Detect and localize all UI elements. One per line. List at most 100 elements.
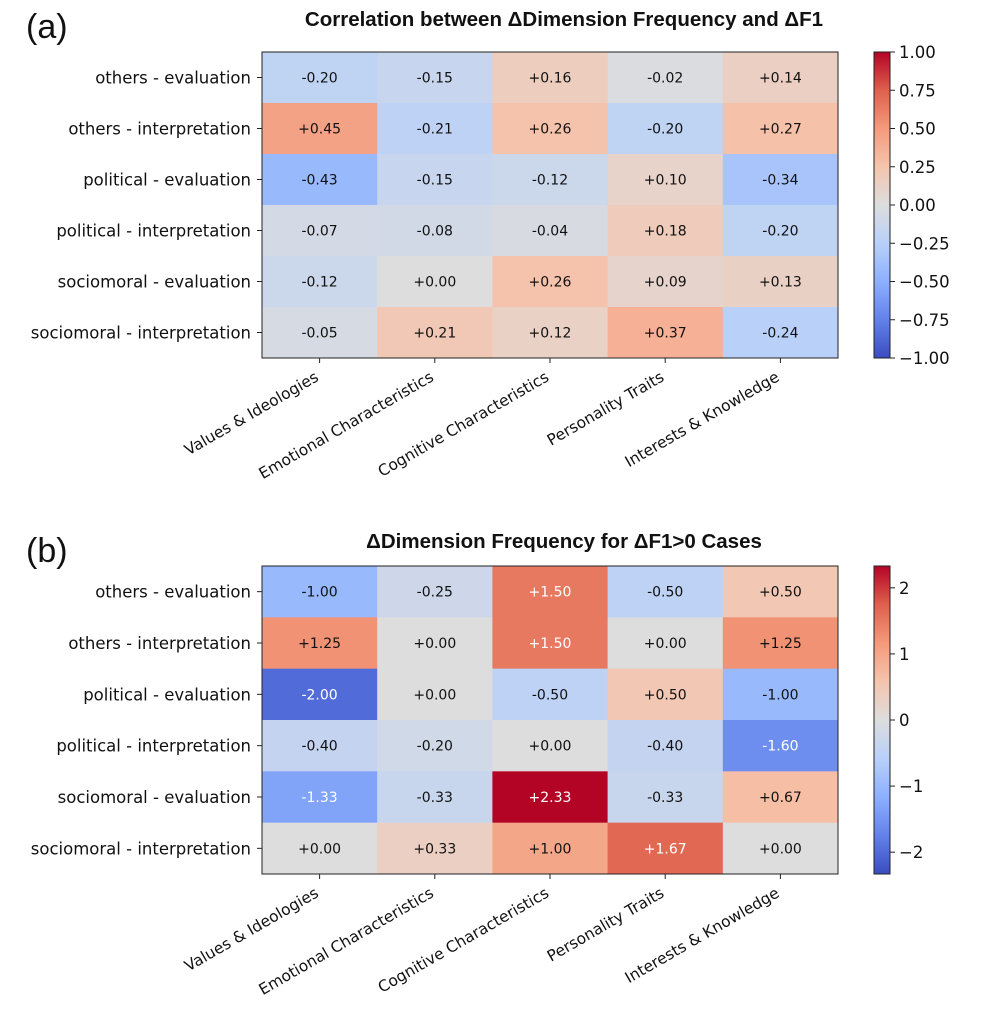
cell-value-label: +1.00 bbox=[529, 841, 572, 857]
cell-value-label: +0.00 bbox=[759, 841, 802, 857]
row-label: sociomoral - interpretation bbox=[31, 839, 251, 858]
panel-a-row-labels: others - evaluation others - interpretati… bbox=[31, 69, 262, 343]
cell-value-label: +0.00 bbox=[644, 636, 687, 652]
cell-value-label: +0.10 bbox=[644, 173, 687, 189]
cell-value-label: -2.00 bbox=[301, 687, 337, 703]
cell-value-label: -0.02 bbox=[647, 71, 683, 87]
cell-value-label: +1.50 bbox=[529, 585, 572, 601]
colorbar-tick-label: 1 bbox=[899, 645, 910, 664]
cell-value-label: +0.50 bbox=[759, 585, 802, 601]
heatmap-cell bbox=[262, 668, 378, 721]
heatmap-cell bbox=[607, 256, 724, 308]
cell-value-label: -0.33 bbox=[417, 790, 453, 806]
heatmap-cell bbox=[262, 103, 378, 155]
cell-value-label: +1.50 bbox=[529, 636, 572, 652]
heatmap-cell bbox=[262, 720, 378, 772]
row-label: others - interpretation bbox=[68, 634, 251, 653]
heatmap-cell bbox=[492, 256, 608, 308]
cell-value-label: -0.15 bbox=[417, 71, 453, 87]
cell-value-label: +0.00 bbox=[413, 636, 456, 652]
row-label: others - interpretation bbox=[68, 120, 251, 139]
cell-value-label: +0.50 bbox=[644, 687, 687, 703]
heatmap-cell bbox=[607, 52, 724, 104]
colorbar-tick-label: 0.00 bbox=[899, 196, 936, 215]
cell-value-label: -0.33 bbox=[647, 790, 683, 806]
panel-a-cells: -0.20 -0.15 +0.16 -0.02 +0.14 +0.45 -0.21 +0.26… bbox=[261, 51, 839, 359]
heatmap-cell bbox=[722, 103, 839, 155]
cell-value-label: -0.08 bbox=[417, 224, 453, 240]
heatmap-cell bbox=[492, 668, 608, 721]
heatmap-cell bbox=[262, 771, 378, 824]
heatmap-cell bbox=[607, 720, 724, 772]
cell-value-label: -0.34 bbox=[762, 173, 798, 189]
heatmap-cell bbox=[722, 617, 839, 670]
heatmap-cell bbox=[607, 822, 724, 875]
cell-value-label: +0.09 bbox=[644, 275, 687, 291]
row-label: political - evaluation bbox=[83, 685, 251, 704]
cell-value-label: -0.20 bbox=[301, 71, 337, 87]
heatmap-cell bbox=[722, 307, 839, 359]
panel-b-frequency-heatmap: (b) ΔDimension Frequency for ΔF1>0 Cases… bbox=[26, 530, 923, 999]
cell-value-label: -0.20 bbox=[762, 224, 798, 240]
cell-value-label: +0.00 bbox=[413, 687, 456, 703]
cell-value-label: +0.14 bbox=[759, 71, 802, 87]
heatmap-cell bbox=[492, 205, 608, 257]
cell-value-label: +0.00 bbox=[529, 739, 572, 755]
panel-a-correlation-heatmap: (a) Correlation between ΔDimension Frequ… bbox=[26, 8, 950, 483]
heatmap-cell bbox=[377, 256, 493, 308]
heatmap-cell bbox=[262, 566, 378, 618]
cell-value-label: -1.00 bbox=[762, 687, 798, 703]
heatmap-cell bbox=[377, 566, 493, 618]
heatmap-cell bbox=[377, 154, 493, 206]
colorbar-tick-label: −1 bbox=[899, 777, 923, 796]
cell-value-label: -0.50 bbox=[647, 585, 683, 601]
heatmap-cell bbox=[607, 617, 724, 670]
heatmap-cell bbox=[262, 154, 378, 206]
heatmap-cell bbox=[607, 154, 724, 206]
cell-value-label: +0.27 bbox=[759, 122, 802, 138]
cell-value-label: +1.25 bbox=[298, 636, 341, 652]
cell-value-label: -0.04 bbox=[532, 224, 568, 240]
heatmap-cell bbox=[262, 256, 378, 308]
cell-value-label: -0.20 bbox=[647, 122, 683, 138]
colorbar-tick-label: −1.00 bbox=[899, 349, 950, 368]
cell-value-label: -0.05 bbox=[301, 326, 337, 342]
heatmap-cell bbox=[377, 822, 493, 875]
row-label: others - evaluation bbox=[95, 583, 251, 602]
heatmap-cell bbox=[492, 154, 608, 206]
colorbar-tick-label: 0 bbox=[899, 711, 910, 730]
row-label: political - interpretation bbox=[56, 222, 251, 241]
heatmap-cell bbox=[722, 154, 839, 206]
column-label: Personality Traits bbox=[544, 884, 667, 966]
cell-value-label: -0.43 bbox=[301, 173, 337, 189]
heatmap-cell bbox=[262, 52, 378, 104]
heatmap-cell bbox=[722, 822, 839, 875]
cell-value-label: -0.40 bbox=[301, 739, 337, 755]
colorbar-tick-label: 0.75 bbox=[899, 81, 936, 100]
heatmap-cell bbox=[722, 720, 839, 772]
heatmap-cell bbox=[377, 668, 493, 721]
heatmap-cell bbox=[262, 205, 378, 257]
heatmap-cell bbox=[262, 617, 378, 670]
cell-value-label: +1.67 bbox=[644, 841, 687, 857]
panel-b-title: ΔDimension Frequency for ΔF1>0 Cases bbox=[366, 530, 762, 553]
panel-a-title: Correlation between ΔDimension Frequency… bbox=[305, 8, 823, 31]
row-label: political - interpretation bbox=[56, 737, 251, 756]
heatmap-cell bbox=[722, 771, 839, 824]
heatmap-cell bbox=[377, 617, 493, 670]
heatmap-cell bbox=[492, 771, 608, 824]
cell-value-label: +0.26 bbox=[529, 122, 572, 138]
heatmap-cell bbox=[262, 307, 378, 359]
heatmap-cell bbox=[722, 256, 839, 308]
panel-b-colorbar: 2 1 0 −1 −2 bbox=[873, 565, 923, 875]
cell-value-label: +0.00 bbox=[413, 275, 456, 291]
cell-value-label: +0.33 bbox=[413, 841, 456, 857]
colorbar-tick-label: −0.25 bbox=[899, 234, 950, 253]
colorbar-tick-label: 0.25 bbox=[899, 158, 936, 177]
row-label: political - evaluation bbox=[83, 171, 251, 190]
heatmap-cell bbox=[377, 205, 493, 257]
cell-value-label: +0.12 bbox=[529, 326, 572, 342]
